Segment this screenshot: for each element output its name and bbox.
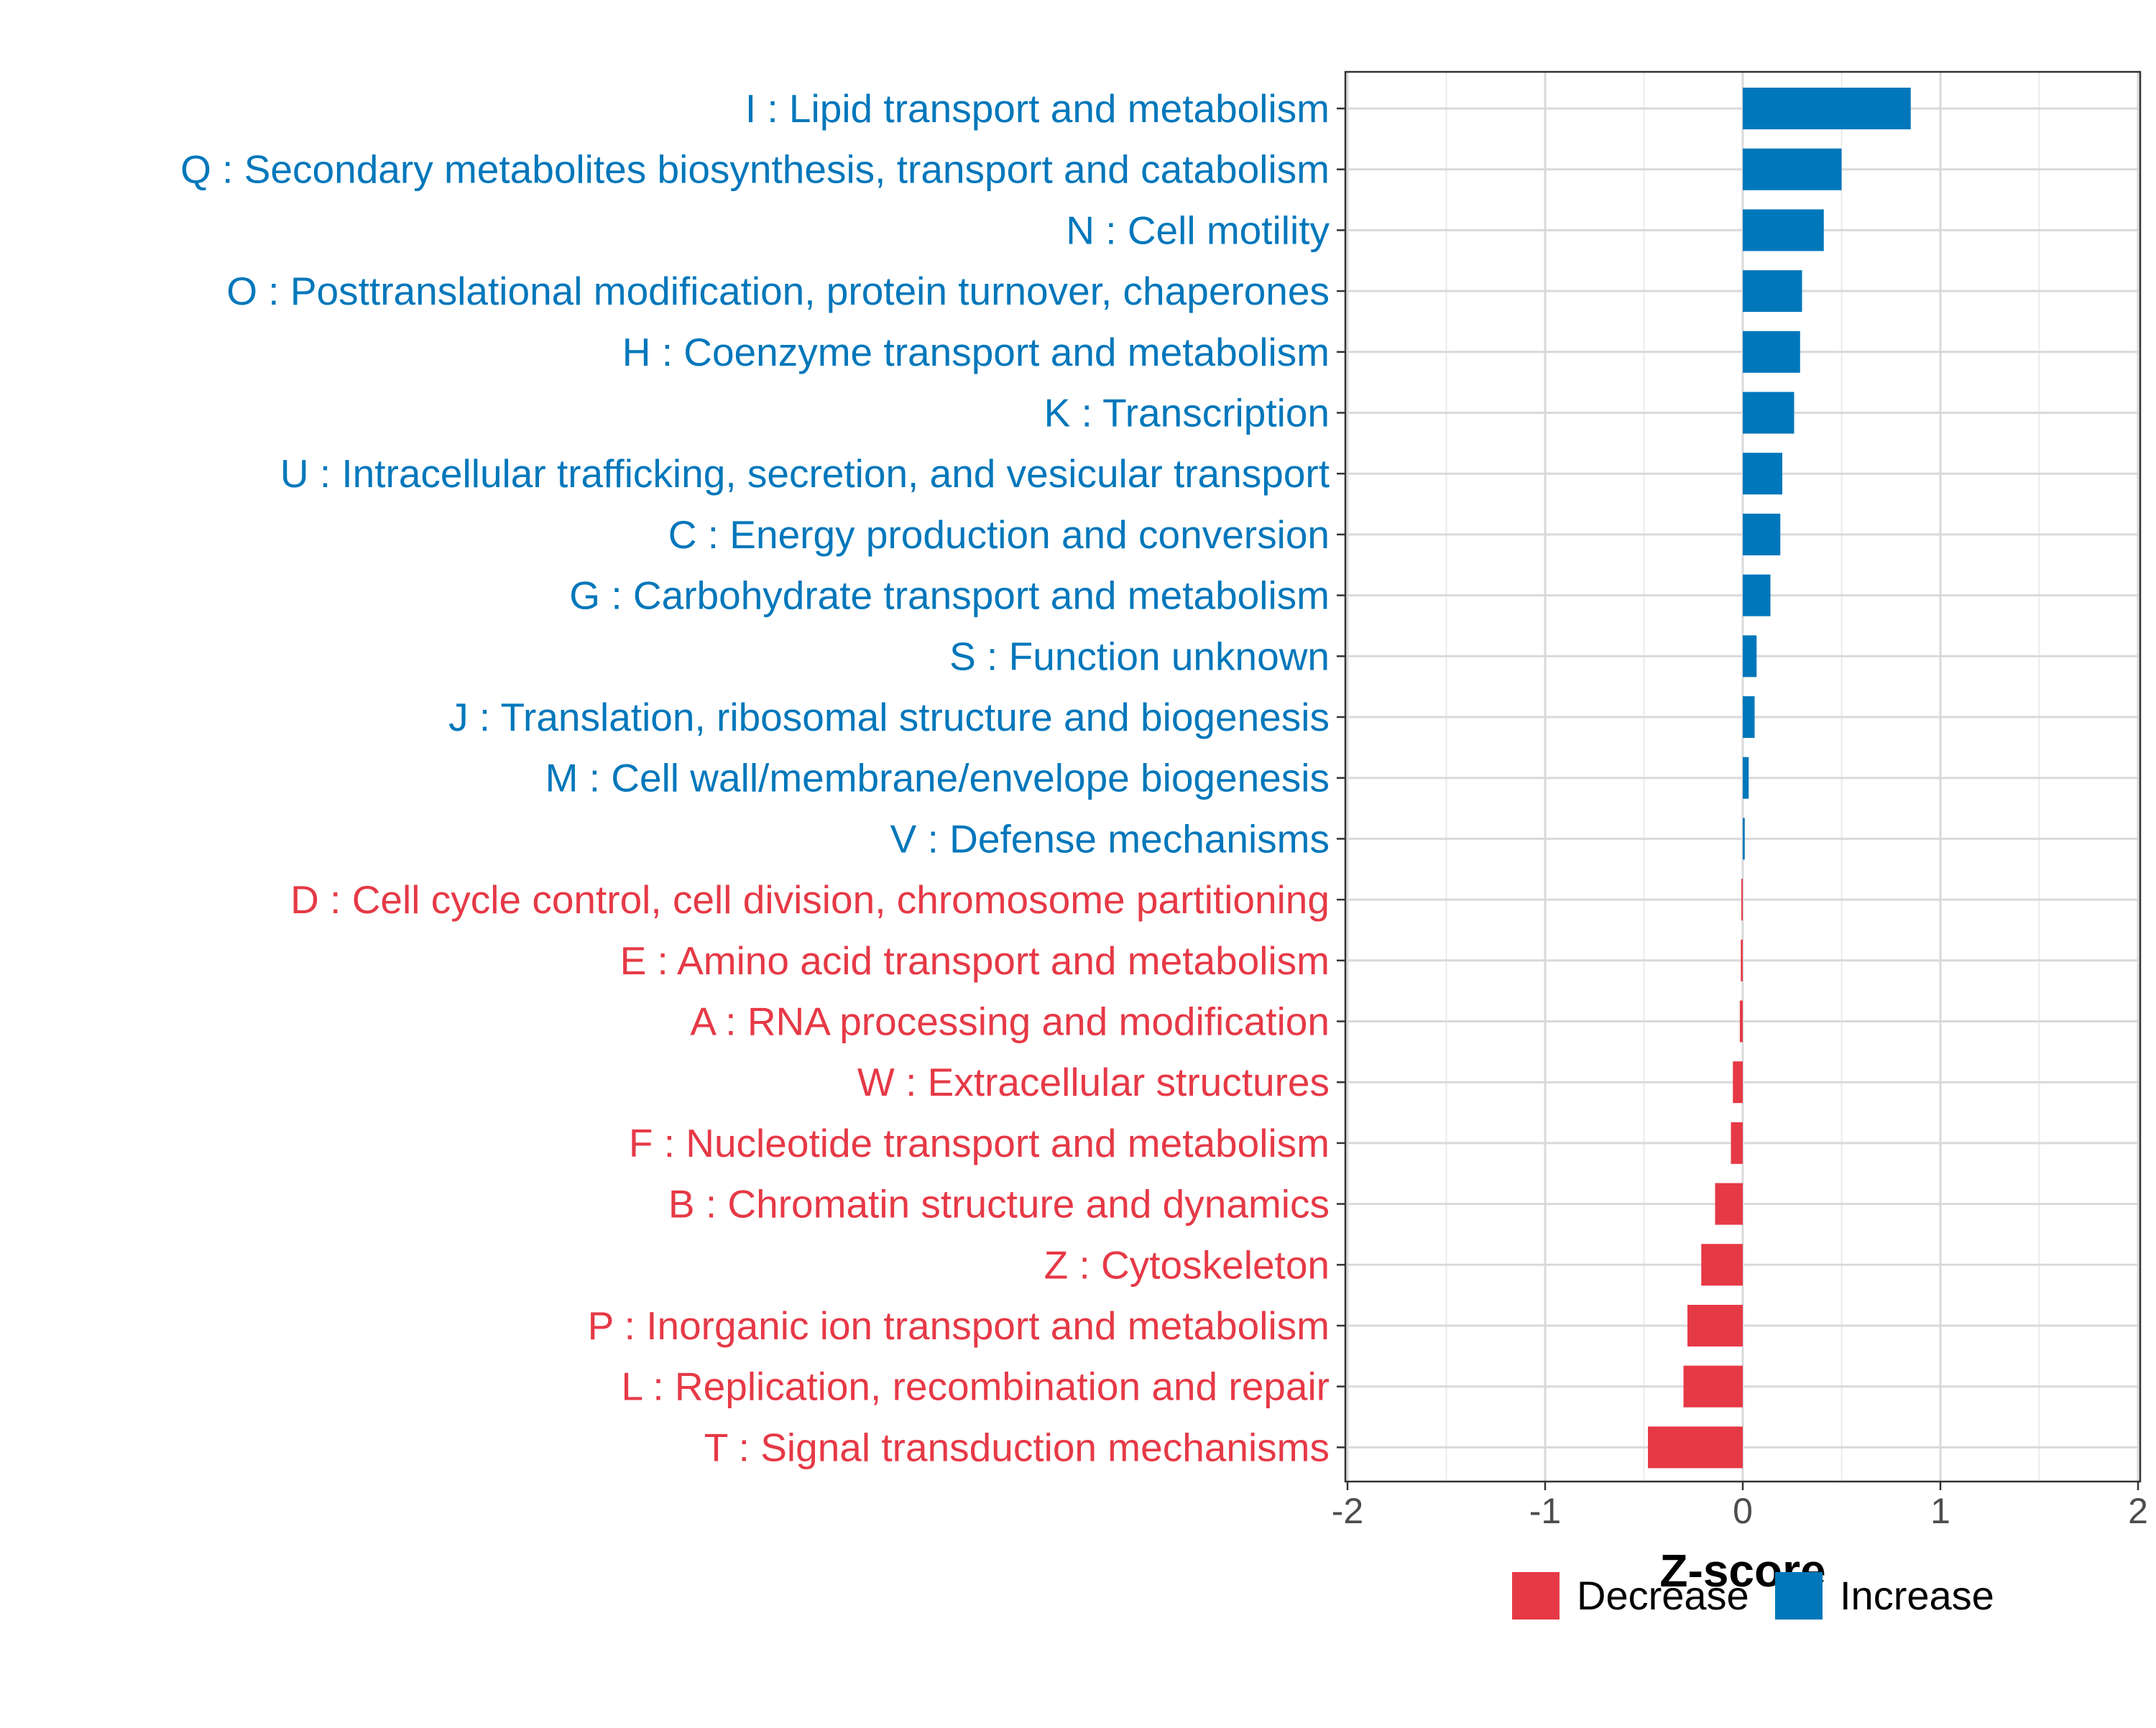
category-label: M : Cell wall/membrane/envelope biogenes…: [545, 756, 1330, 800]
category-label: G : Carbohydrate transport and metabolis…: [569, 573, 1330, 618]
legend-swatch: [1775, 1572, 1823, 1620]
bar: [1683, 1365, 1743, 1408]
bar: [1743, 818, 1745, 860]
bar: [1743, 148, 1842, 190]
category-label: C : Energy production and conversion: [668, 512, 1330, 557]
bar: [1741, 939, 1743, 981]
category-label: L : Replication, recombination and repai…: [622, 1364, 1330, 1409]
category-label: N : Cell motility: [1066, 208, 1330, 252]
legend: Decrease Increase: [1512, 1572, 1994, 1620]
category-label: I : Lipid transport and metabolism: [745, 86, 1330, 131]
bar: [1743, 513, 1781, 555]
bar: [1743, 331, 1800, 373]
x-tick-label: -2: [1332, 1491, 1363, 1531]
category-label: W : Extracellular structures: [857, 1060, 1330, 1104]
x-tick-label: 1: [1930, 1491, 1950, 1531]
x-tick-label: -1: [1529, 1491, 1561, 1531]
category-label: B : Chromatin structure and dynamics: [668, 1182, 1330, 1226]
bar: [1701, 1244, 1743, 1286]
bar: [1743, 574, 1771, 616]
bar: [1743, 696, 1755, 738]
x-tick-label: 0: [1733, 1491, 1753, 1531]
category-label: D : Cell cycle control, cell division, c…: [290, 877, 1330, 922]
legend-swatch: [1512, 1572, 1560, 1620]
category-label: Q : Secondary metabolites biosynthesis, …: [180, 147, 1330, 192]
category-label: S : Function unknown: [949, 634, 1330, 678]
category-label: U : Intracellular trafficking, secretion…: [280, 451, 1330, 496]
x-tick-label: 2: [2128, 1491, 2148, 1531]
category-label: O : Posttranslational modification, prot…: [226, 269, 1330, 313]
category-label: J : Translation, ribosomal structure and…: [448, 695, 1330, 739]
bar: [1743, 635, 1757, 678]
bar: [1743, 757, 1749, 799]
legend-label: Decrease: [1577, 1573, 1749, 1618]
category-label: E : Amino acid transport and metabolism: [620, 938, 1330, 983]
category-label: V : Defense mechanisms: [890, 816, 1330, 861]
legend-label: Increase: [1840, 1573, 1994, 1618]
bar: [1687, 1305, 1743, 1346]
bar: [1743, 209, 1824, 251]
bar: [1743, 392, 1795, 434]
bar: [1741, 879, 1743, 921]
bar: [1733, 1061, 1743, 1104]
category-label: A : RNA processing and modification: [690, 999, 1330, 1044]
bar: [1743, 88, 1911, 129]
category-label: F : Nucleotide transport and metabolism: [629, 1121, 1330, 1165]
category-label: T : Signal transduction mechanisms: [704, 1425, 1330, 1469]
category-label: Z : Cytoskeleton: [1044, 1242, 1330, 1287]
category-label: K : Transcription: [1044, 391, 1330, 435]
bar: [1731, 1122, 1743, 1164]
bar: [1715, 1183, 1743, 1225]
category-label: H : Coenzyme transport and metabolism: [622, 330, 1330, 374]
category-label: P : Inorganic ion transport and metaboli…: [588, 1303, 1330, 1348]
bar: [1743, 270, 1802, 313]
bar-layer: [1648, 88, 1911, 1469]
bar: [1648, 1426, 1743, 1469]
bar: [1739, 1000, 1743, 1043]
x-axis: -2 -1 0 1 2: [1332, 1482, 2148, 1531]
bar: [1743, 453, 1782, 495]
category-labels: I : Lipid transport and metabolism Q : Se…: [180, 86, 1330, 1469]
y-axis-ticks: [1337, 107, 1345, 1449]
